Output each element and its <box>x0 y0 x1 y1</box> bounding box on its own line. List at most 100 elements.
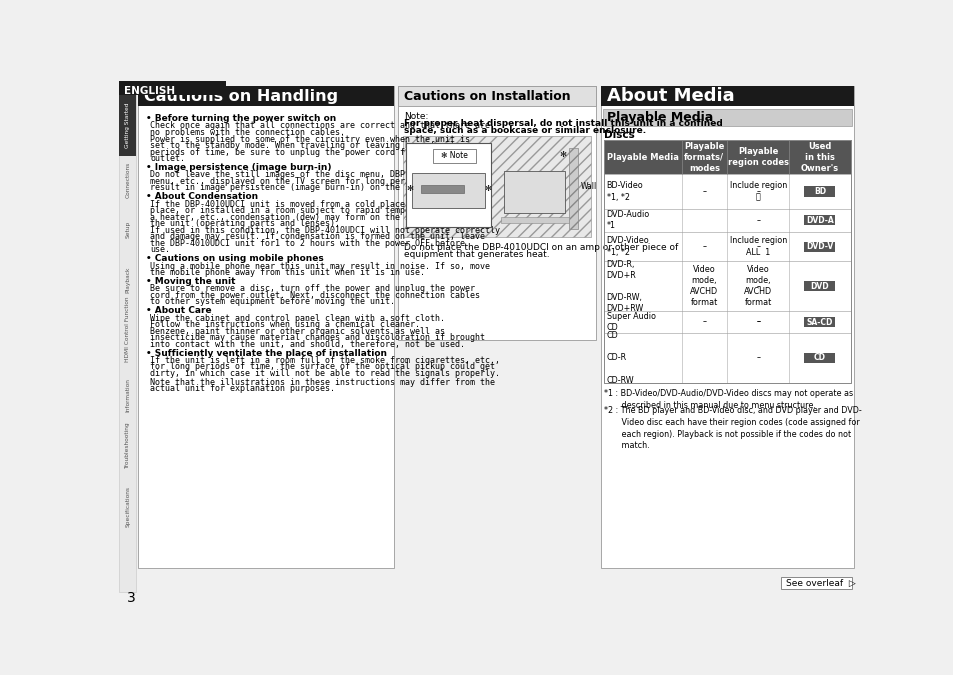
Text: Power is supplied to some of the circuitry even when the unit is: Power is supplied to some of the circuit… <box>150 134 470 144</box>
Text: Discs: Discs <box>603 130 634 140</box>
Text: Cautions on Installation: Cautions on Installation <box>404 90 571 103</box>
Text: menu, etc., displayed on the TV screen for long periods. This can: menu, etc., displayed on the TV screen f… <box>150 177 475 186</box>
Text: for long periods of time, the surface of the optical pickup could get: for long periods of time, the surface of… <box>150 362 495 371</box>
Bar <box>803 242 835 252</box>
Text: Specifications: Specifications <box>125 486 131 527</box>
Text: space, such as a bookcase or similar enclosure.: space, such as a bookcase or similar enc… <box>404 126 646 136</box>
Text: Playable
formats/
modes: Playable formats/ modes <box>683 142 723 173</box>
Text: If the DBP-4010UDCI unit is moved from a cold place to a warm: If the DBP-4010UDCI unit is moved from a… <box>150 200 455 209</box>
Bar <box>599 86 853 107</box>
Text: use.: use. <box>150 246 170 254</box>
Bar <box>402 136 591 236</box>
Text: –: – <box>701 187 705 196</box>
Text: Super Audio
CD: Super Audio CD <box>606 312 655 332</box>
Text: to other system equipment before moving the unit.: to other system equipment before moving … <box>150 298 395 306</box>
Text: –: – <box>756 353 760 362</box>
Text: ✻: ✻ <box>406 184 413 193</box>
Text: Follow the instructions when using a chemical cleaner.: Follow the instructions when using a che… <box>150 320 420 329</box>
Text: • Sufficiently ventilate the place of installation: • Sufficiently ventilate the place of in… <box>146 348 386 358</box>
Text: If used in this condition, the DBP-4010UDCI will not operate correctly: If used in this condition, the DBP-4010U… <box>150 225 499 235</box>
Text: Include region
Ⓐ: Include region Ⓐ <box>729 182 786 202</box>
Text: CD: CD <box>813 353 825 362</box>
Text: Do not place the DBP-4010UDCI on an amp or other piece of: Do not place the DBP-4010UDCI on an amp … <box>404 243 678 252</box>
Text: the unit (operating parts and lenses).: the unit (operating parts and lenses). <box>150 219 340 228</box>
Bar <box>603 311 850 333</box>
Text: BD-Video
*1, *2: BD-Video *1, *2 <box>606 182 643 202</box>
Text: Video
mode,
AVCHD
format: Video mode, AVCHD format <box>743 265 771 307</box>
Text: DVD-V: DVD-V <box>805 242 833 251</box>
Text: DVD-A: DVD-A <box>805 216 833 225</box>
Text: dirty, in which case it will not be able to read the signals properly.: dirty, in which case it will not be able… <box>150 369 499 378</box>
Text: See overleaf  ▷: See overleaf ▷ <box>785 578 855 587</box>
Text: set to the standby mode. When traveling or leaving home for long: set to the standby mode. When traveling … <box>150 141 470 150</box>
Text: Connections: Connections <box>125 161 131 198</box>
Text: insecticide may cause material changes and discoloration if brought: insecticide may cause material changes a… <box>150 333 485 342</box>
Text: For proper heat dispersal, do not install this unit in a confined: For proper heat dispersal, do not instal… <box>404 119 722 128</box>
Text: HDMI Control Function: HDMI Control Function <box>125 297 131 362</box>
Text: and damage may result. If condensation is formed on the unit, leave: and damage may result. If condensation i… <box>150 232 485 241</box>
Bar <box>803 353 835 363</box>
Text: • Before turning the power switch on: • Before turning the power switch on <box>146 114 335 123</box>
Text: equipment that generates heat.: equipment that generates heat. <box>404 250 550 259</box>
Text: SA-CD: SA-CD <box>806 317 832 327</box>
Text: –: – <box>756 317 760 327</box>
Text: Playable Media: Playable Media <box>606 111 712 124</box>
Text: Cautions on Handling: Cautions on Handling <box>144 89 337 104</box>
Text: place, or installed in a room subject to rapid temperature rise from: place, or installed in a room subject to… <box>150 206 490 215</box>
Text: Benzene, paint thinner or other organic solvents as well as: Benzene, paint thinner or other organic … <box>150 327 445 335</box>
Text: Video
mode,
AVCHD
format: Video mode, AVCHD format <box>690 265 718 307</box>
Bar <box>602 109 851 126</box>
Bar <box>803 215 835 225</box>
Text: Playable
region codes: Playable region codes <box>727 147 788 167</box>
Text: periods of time, be sure to unplug the power cord from the power: periods of time, be sure to unplug the p… <box>150 148 470 157</box>
Text: –: – <box>756 281 760 291</box>
Text: • Moving the unit: • Moving the unit <box>146 277 234 286</box>
Text: –: – <box>701 242 705 251</box>
Text: Do not leave the still images of the disc menu, DBP-4010UDCI: Do not leave the still images of the dis… <box>150 170 450 180</box>
Text: Information: Information <box>125 378 131 412</box>
Text: Playback: Playback <box>125 267 131 293</box>
Text: Symbols
Used
in this
Owner's
Manual: Symbols Used in this Owner's Manual <box>800 130 839 184</box>
Text: the DBP-4010UDCI unit for1 to 2 hours with the power OFF before: the DBP-4010UDCI unit for1 to 2 hours wi… <box>150 239 465 248</box>
Text: BD: BD <box>813 187 825 196</box>
Text: DVD: DVD <box>810 281 828 291</box>
Text: Wall: Wall <box>579 182 596 191</box>
Text: Troubleshooting: Troubleshooting <box>125 422 131 468</box>
Bar <box>603 140 850 383</box>
Bar <box>803 317 835 327</box>
Text: • About Condensation: • About Condensation <box>146 192 257 201</box>
Bar <box>137 86 394 107</box>
Bar <box>119 95 136 157</box>
Bar <box>599 86 853 568</box>
Text: • Image persistence (image burn-in): • Image persistence (image burn-in) <box>146 163 331 172</box>
Bar <box>603 232 850 261</box>
Text: into contact with the unit, and should, therefore, not be used.: into contact with the unit, and should, … <box>150 340 465 349</box>
Text: *1 : BD-Video/DVD-Audio/DVD-Video discs may not operate as
       described in t: *1 : BD-Video/DVD-Audio/DVD-Video discs … <box>603 389 852 410</box>
Bar <box>603 174 850 209</box>
Text: ✻: ✻ <box>558 150 565 159</box>
Text: cord from the power outlet. Next, disconnect the connection cables: cord from the power outlet. Next, discon… <box>150 291 479 300</box>
Text: DVD-R,
DVD+R

DVD-RW,
DVD+RW: DVD-R, DVD+R DVD-RW, DVD+RW <box>606 259 643 313</box>
Bar <box>603 140 850 174</box>
Bar <box>500 217 568 223</box>
Text: Wipe the cabinet and control panel clean with a soft cloth.: Wipe the cabinet and control panel clean… <box>150 314 445 323</box>
Text: About Media: About Media <box>606 87 734 105</box>
Text: Getting Started: Getting Started <box>125 103 131 148</box>
Text: Be sure to remove a disc, turn off the power and unplug the power: Be sure to remove a disc, turn off the p… <box>150 284 475 293</box>
Text: –: – <box>701 317 705 327</box>
Bar <box>603 209 850 232</box>
Text: 3: 3 <box>127 591 135 605</box>
Bar <box>603 333 850 383</box>
Bar <box>803 281 835 291</box>
Text: Note:: Note: <box>404 112 429 121</box>
Bar <box>119 95 136 591</box>
Text: DVD-Video
*1, *2: DVD-Video *1, *2 <box>606 236 649 256</box>
Text: Check once again that all connections are correct and that there are: Check once again that all connections ar… <box>150 122 490 130</box>
Bar <box>397 86 596 340</box>
Text: outlet.: outlet. <box>150 154 185 163</box>
Text: • About Care: • About Care <box>146 306 211 315</box>
Bar <box>412 173 484 208</box>
Text: • Cautions on using mobile phones: • Cautions on using mobile phones <box>146 254 323 263</box>
Text: actual unit for explanation purposes.: actual unit for explanation purposes. <box>150 384 335 394</box>
Bar <box>137 86 394 568</box>
